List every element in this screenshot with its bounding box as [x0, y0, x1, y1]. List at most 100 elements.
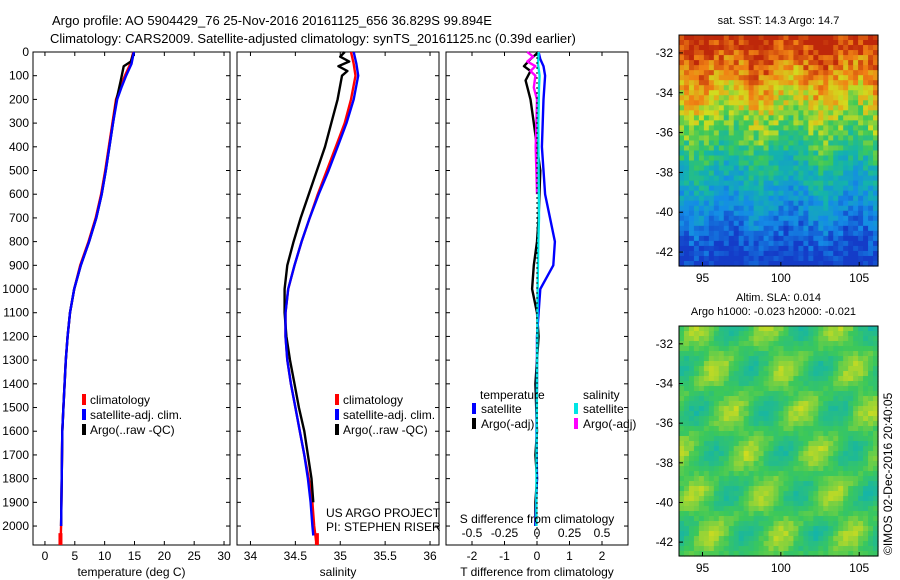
heatmap-cell [868, 481, 874, 487]
heatmap-cell [723, 496, 730, 502]
heatmap-cell [728, 170, 735, 177]
heatmap-cell [683, 446, 690, 452]
heatmap-cell [833, 526, 839, 532]
heatmap-cell [718, 40, 725, 46]
heatmap-cell [803, 336, 809, 342]
heatmap-cell [703, 55, 710, 61]
heatmap-cell [868, 501, 874, 507]
heatmap-cell [843, 376, 849, 382]
heatmap-cell [693, 175, 700, 182]
heatmap-cell [713, 210, 720, 217]
heatmap-cell [763, 250, 770, 257]
heatmap-cell [873, 546, 879, 552]
heatmap-cell [688, 210, 695, 217]
heatmap-cell [728, 406, 735, 412]
heatmap-cell [823, 461, 829, 467]
heatmap-cell [768, 466, 775, 472]
heatmap-cell [693, 371, 700, 377]
heatmap-cell [708, 526, 715, 532]
heatmap-cell [863, 426, 869, 432]
heatmap-cell [808, 466, 814, 472]
heatmap-cell [768, 205, 775, 212]
heatmap-cell [763, 356, 770, 362]
heatmap-cell [708, 195, 715, 202]
heatmap-cell [718, 356, 725, 362]
heatmap-cell [833, 451, 839, 457]
heatmap-cell [763, 341, 770, 347]
heatmap-cell [713, 45, 720, 51]
heatmap-cell [768, 541, 775, 547]
heatmap-cell [723, 140, 730, 147]
heatmap-cell [713, 150, 720, 157]
heatmap-cell [728, 50, 735, 56]
heatmap-cell [708, 250, 715, 257]
heatmap-cell [758, 95, 765, 101]
heatmap-cell [738, 356, 745, 362]
heatmap-cell [858, 361, 864, 367]
heatmap-cell [783, 446, 790, 452]
heatmap-cell [688, 551, 695, 557]
heatmap-cell [733, 125, 740, 132]
heatmap-cell [708, 215, 715, 222]
heatmap-cell [848, 541, 854, 547]
heatmap-cell [833, 70, 839, 76]
heatmap-cell [679, 476, 685, 482]
heatmap-cell [788, 521, 795, 527]
heatmap-cell [698, 105, 705, 111]
heatmap-cell [763, 486, 770, 492]
heatmap-cell [733, 140, 740, 147]
heatmap-cell [773, 110, 780, 116]
heatmap-cell [679, 260, 685, 267]
heatmap-cell [693, 421, 700, 427]
heatmap-cell [778, 65, 785, 71]
heatmap-cell [853, 255, 859, 262]
heatmap-cell [768, 180, 775, 187]
heatmap-cell [733, 135, 740, 142]
heatmap-cell [803, 436, 809, 442]
heatmap-cell [848, 190, 854, 197]
heatmap-cell [768, 486, 775, 492]
heatmap-cell [713, 401, 720, 407]
heatmap-cell [768, 346, 775, 352]
x-tick-label: -2 [467, 549, 478, 563]
heatmap-cell [708, 160, 715, 167]
heatmap-cell [703, 175, 710, 182]
heatmap-cell [718, 376, 725, 382]
heatmap-cell [713, 346, 720, 352]
heatmap-cell [858, 95, 864, 101]
heatmap-cell [768, 220, 775, 227]
heatmap-cell [718, 476, 725, 482]
heatmap-cell [828, 536, 834, 542]
heatmap-cell [798, 220, 804, 227]
heatmap-cell [873, 250, 879, 257]
heatmap-cell [693, 105, 700, 111]
heatmap-cell [753, 225, 760, 232]
heatmap-cell [833, 366, 839, 372]
heatmap-cell [688, 230, 695, 237]
legend-label: satellite-adj. clim. [343, 408, 435, 422]
heatmap-cell [763, 175, 770, 182]
heatmap-cell [688, 65, 695, 71]
heatmap-cell [738, 85, 745, 91]
heatmap-cell [803, 516, 809, 522]
heatmap-cell [748, 160, 755, 167]
heatmap-cell [733, 35, 740, 41]
heatmap-cell [698, 210, 705, 217]
heatmap-cell [679, 361, 685, 367]
heatmap-cell [743, 105, 750, 111]
heatmap-cell [803, 190, 809, 197]
heatmap-cell [813, 501, 819, 507]
heatmap-cell [698, 481, 705, 487]
heatmap-cell [698, 541, 705, 547]
heatmap-cell [703, 496, 710, 502]
heatmap-cell [683, 346, 690, 352]
heatmap-cell [813, 40, 819, 46]
heatmap-cell [728, 446, 735, 452]
heatmap-cell [828, 200, 834, 207]
heatmap-cell [698, 95, 705, 101]
heatmap-cell [783, 526, 790, 532]
heatmap-cell [783, 215, 790, 222]
heatmap-cell [803, 506, 809, 512]
heatmap-cell [713, 260, 720, 267]
heatmap-cell [723, 396, 730, 402]
